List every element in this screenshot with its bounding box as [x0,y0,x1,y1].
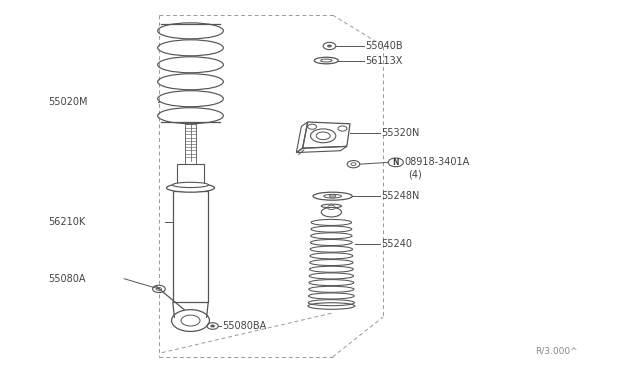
Bar [173,192,208,302]
Ellipse shape [173,182,209,187]
Ellipse shape [321,208,342,217]
Text: 55248N: 55248N [381,191,420,201]
Text: N: N [392,158,399,167]
Text: 55080BA: 55080BA [222,321,266,331]
Text: 55020M: 55020M [49,97,88,108]
Ellipse shape [308,303,355,309]
Text: 55040B: 55040B [365,41,403,51]
Bar [177,164,204,186]
Ellipse shape [166,183,214,192]
Text: R/3.000^: R/3.000^ [535,347,577,356]
Circle shape [211,325,214,327]
Text: 55320N: 55320N [381,128,420,138]
Circle shape [156,288,161,291]
Text: 55080A: 55080A [49,274,86,284]
Ellipse shape [321,204,342,208]
Ellipse shape [324,194,342,198]
Text: 08918-3401A: 08918-3401A [404,157,469,167]
Text: 56113X: 56113X [365,55,403,65]
Ellipse shape [313,192,352,200]
Text: 55240: 55240 [381,239,412,249]
Circle shape [351,163,356,166]
Bar [186,124,196,164]
Circle shape [330,194,336,198]
Circle shape [328,45,332,47]
Text: 56210K: 56210K [49,217,86,227]
Text: (4): (4) [408,169,422,179]
